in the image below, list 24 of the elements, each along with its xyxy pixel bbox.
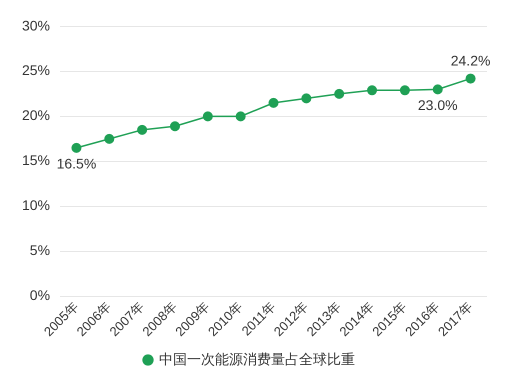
data-label: 24.2% <box>450 52 490 68</box>
y-tick-label: 0% <box>30 287 50 304</box>
point <box>301 93 312 104</box>
y-tick-label: 20% <box>22 107 50 124</box>
point <box>367 85 378 96</box>
point <box>202 111 213 122</box>
point <box>466 74 476 84</box>
y-tick-label: 30% <box>22 17 50 34</box>
point <box>137 124 148 135</box>
point <box>334 88 344 99</box>
point <box>71 142 82 153</box>
point <box>268 98 279 108</box>
y-tick-label: 15% <box>22 152 50 168</box>
point <box>400 85 410 96</box>
y-tick-label: 5% <box>30 242 50 258</box>
point <box>432 84 443 94</box>
legend-label: 中国一次能源消费量占全球比重 <box>159 350 355 367</box>
y-tick-label: 25% <box>22 62 50 78</box>
point <box>104 134 114 144</box>
data-label: 16.5% <box>56 156 96 172</box>
point <box>236 111 246 122</box>
y-tick-label: 10% <box>22 197 50 214</box>
data-label: 23.0% <box>418 97 458 114</box>
point <box>170 121 180 132</box>
